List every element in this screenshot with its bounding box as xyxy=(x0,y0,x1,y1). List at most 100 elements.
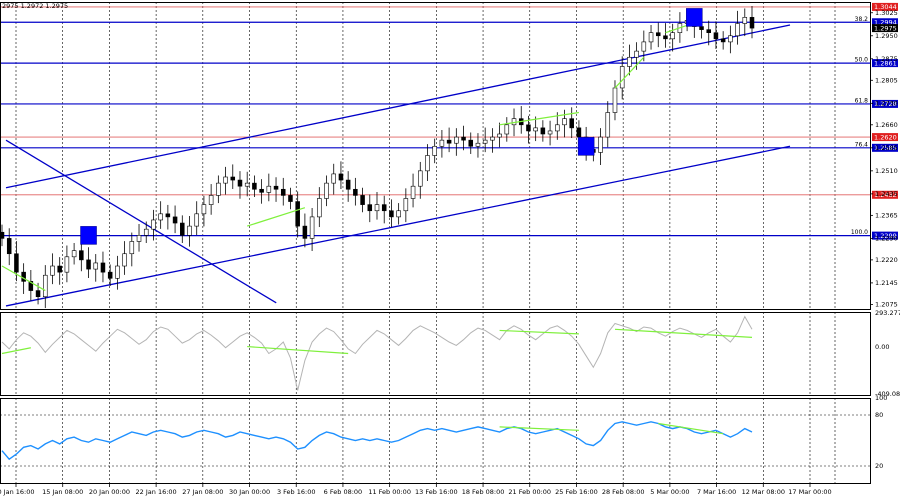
candle-body xyxy=(280,188,286,196)
price-tag-1.2432: 1.2432 xyxy=(874,191,897,199)
candle-body xyxy=(605,112,611,138)
y-tick-label: 1.2510 xyxy=(875,167,898,175)
candle-body xyxy=(208,195,214,205)
price-tag-1.2975: 1.2975 xyxy=(874,24,897,32)
candle-body xyxy=(634,50,639,58)
y-tick-label: 1.2365 xyxy=(875,212,898,220)
candle-body xyxy=(497,133,502,138)
x-tick-label: 15 Jan 08:00 xyxy=(42,488,83,496)
candle-body xyxy=(627,56,632,67)
candle-body xyxy=(569,118,574,129)
candle-body xyxy=(194,213,199,227)
candle-body xyxy=(43,274,48,298)
candle-body xyxy=(381,204,387,212)
candle-body xyxy=(172,216,178,224)
candle-body xyxy=(374,204,380,212)
candle-body xyxy=(302,225,308,239)
rsi-tick-label: 80 xyxy=(875,411,883,419)
candle-body xyxy=(749,17,755,29)
candle-body xyxy=(180,222,185,236)
candle-body xyxy=(6,238,12,255)
candle-body xyxy=(93,262,99,270)
candle-body xyxy=(158,213,163,221)
candle-body xyxy=(562,118,567,126)
fib-label-50.0: 50.0 xyxy=(855,57,869,64)
cci-divergence-line xyxy=(1,347,31,355)
x-tick-label: 27 Jan 08:00 xyxy=(182,488,223,496)
candle-body xyxy=(670,32,675,40)
fib-label-61.8: 61.8 xyxy=(855,97,869,104)
candle-body xyxy=(223,176,228,184)
x-tick-label: 6 Feb 08:00 xyxy=(324,488,363,496)
divergence-line xyxy=(247,207,306,227)
candle-body xyxy=(655,32,661,37)
candle-body xyxy=(252,182,257,190)
rsi-tick-label: 100 xyxy=(875,394,887,402)
cci-divergence-line xyxy=(247,345,349,355)
x-tick-label: 11 Feb 00:00 xyxy=(368,488,411,496)
x-tick-label: 13 Feb 16:00 xyxy=(415,488,458,496)
price-tag-bg xyxy=(872,24,898,33)
candle-body xyxy=(547,130,553,135)
candle-body xyxy=(728,35,733,43)
divergence-line xyxy=(614,56,645,89)
candle-body xyxy=(21,271,26,282)
candle-body xyxy=(410,185,416,199)
marks-layer xyxy=(1,8,753,435)
candle-body xyxy=(735,23,740,37)
candle-body xyxy=(201,204,207,215)
candle-body xyxy=(511,118,517,126)
candle-body xyxy=(598,136,603,153)
candle-body xyxy=(706,29,711,33)
candle-body xyxy=(151,219,156,230)
panel-frame-2 xyxy=(0,312,871,396)
channel-line-3 xyxy=(5,139,277,304)
candle-body xyxy=(555,124,560,132)
price-tag-bg xyxy=(872,143,898,152)
candle-body xyxy=(331,173,336,184)
signal-box xyxy=(80,226,97,245)
candle-body xyxy=(612,87,618,113)
price-tag-1.2728: 1.2728 xyxy=(874,100,897,108)
candle-body xyxy=(454,136,459,144)
ohlc-header: 2975 1.2972 1.2975 xyxy=(2,2,68,10)
fib-label-38.2: 38.2 xyxy=(855,16,869,23)
x-tick-label: 18 Feb 08:00 xyxy=(462,488,505,496)
candle-body xyxy=(439,139,445,147)
candle-body xyxy=(389,210,394,218)
divergence-line xyxy=(1,265,46,292)
y-tick-label: 1.3025 xyxy=(875,9,898,17)
candle-body xyxy=(187,225,192,236)
candle-body xyxy=(64,256,70,273)
price-tag-bg xyxy=(872,190,898,199)
cci-tick-label: 293.2779 xyxy=(875,309,900,317)
candle-body xyxy=(309,216,315,239)
candles-layer xyxy=(0,5,755,309)
candle-body xyxy=(14,253,19,273)
candle-body xyxy=(35,290,41,298)
x-tick-label: 28 Feb 08:00 xyxy=(602,488,645,496)
candle-body xyxy=(699,26,704,30)
price-tag-1.2299: 1.2299 xyxy=(874,232,897,240)
candle-body xyxy=(367,204,373,212)
candle-body xyxy=(259,188,264,193)
price-tag-bg xyxy=(872,2,898,11)
candle-body xyxy=(165,213,171,218)
signal-box xyxy=(686,8,703,27)
y-tick-label: 1.2730 xyxy=(875,100,898,108)
candle-body xyxy=(526,124,531,132)
candle-body xyxy=(107,271,113,279)
price-tag-1.2585: 1.2585 xyxy=(874,144,897,152)
candle-body xyxy=(396,210,401,218)
price-tag-1.2994: 1.2994 xyxy=(874,19,897,27)
price-tag-bg xyxy=(872,231,898,240)
candle-body xyxy=(446,139,452,144)
y-tick-label: 1.2145 xyxy=(875,279,898,287)
oscillators-layer xyxy=(1,315,753,461)
candle-body xyxy=(540,127,546,135)
y-tick-label: 1.2585 xyxy=(875,144,898,152)
candle-body xyxy=(482,139,488,144)
